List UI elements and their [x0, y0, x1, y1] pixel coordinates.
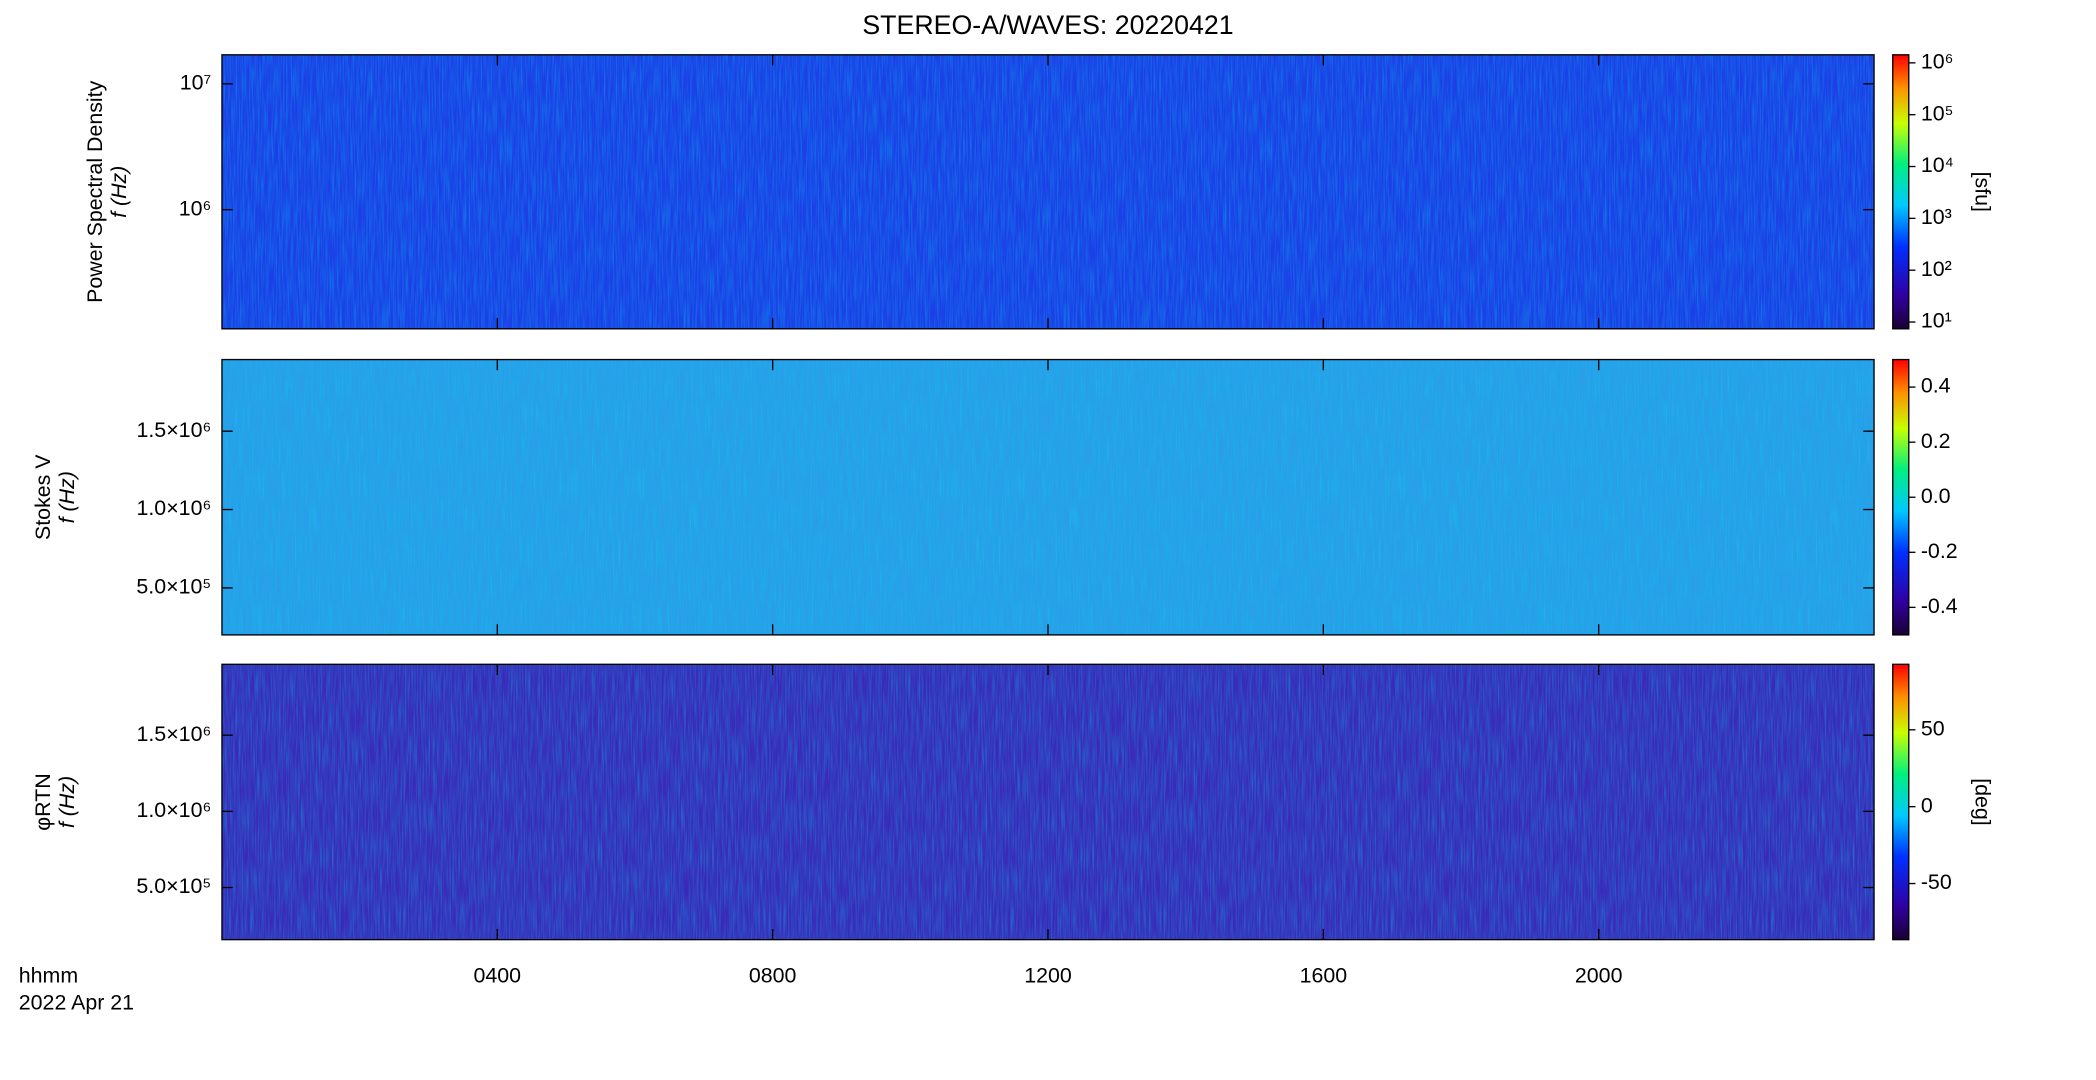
colorbar-tick-label: 10³: [1921, 205, 1952, 229]
colorbar-tick-label: -50: [1921, 870, 1952, 894]
spectrogram-texture: [221, 54, 1875, 329]
colorbar-tick-label: 0.4: [1921, 374, 1951, 398]
y-tick-label: 5.0×10⁵: [136, 874, 211, 898]
colorbar-tick-label: 10⁴: [1921, 153, 1954, 177]
x-axis-label: hhmm: [19, 964, 78, 988]
x-tick-label: 1600: [1300, 964, 1348, 988]
colorbar-tick-label: 0.0: [1921, 484, 1951, 508]
x-tick-label: 0800: [749, 964, 797, 988]
y-tick-label: 10⁷: [180, 70, 212, 94]
colorbar: [1892, 54, 1910, 330]
y-axis-label: f (Hz): [55, 471, 79, 523]
colorbar: [1892, 663, 1910, 941]
y-tick-label: 1.0×10⁶: [136, 496, 211, 520]
x-tick-label: 1200: [1024, 964, 1072, 988]
spectrogram-texture: [221, 359, 1875, 635]
y-tick-label: 5.0×10⁵: [136, 575, 211, 599]
colorbar-tick-label: 0: [1921, 793, 1933, 817]
x-tick-label: 2000: [1575, 964, 1623, 988]
y-axis-label: φRTN: [31, 773, 55, 830]
colorbar: [1892, 358, 1910, 636]
colorbar-tick-label: 10⁵: [1921, 101, 1954, 125]
colorbar-tick-label: 50: [1921, 716, 1945, 740]
colorbar-tick-label: 10¹: [1921, 309, 1952, 333]
colorbar-tick-label: 10²: [1921, 257, 1952, 281]
colorbar-tick-label: -0.2: [1921, 539, 1958, 563]
x-tick-label: 0400: [474, 964, 522, 988]
colorbar-tick-label: -0.4: [1921, 594, 1958, 618]
colorbar-tick-label: 10⁶: [1921, 49, 1954, 73]
colorbar-label: [deg]: [1970, 778, 1994, 826]
colorbar-label: [sfu]: [1970, 172, 1994, 212]
y-tick-label: 10⁶: [179, 196, 212, 220]
y-axis-label: f (Hz): [55, 776, 79, 828]
y-axis-label: Power Spectral Density: [83, 80, 107, 302]
x-axis-label: 2022 Apr 21: [19, 990, 134, 1014]
y-tick-label: 1.5×10⁶: [136, 722, 211, 746]
y-tick-label: 1.0×10⁶: [136, 798, 211, 822]
chart-title: STEREO-A/WAVES: 20220421: [862, 10, 1233, 40]
y-tick-label: 1.5×10⁶: [136, 418, 211, 442]
spectrogram-texture: [221, 664, 1875, 940]
y-axis-label: f (Hz): [107, 166, 131, 218]
colorbar-tick-label: 0.2: [1921, 429, 1951, 453]
y-axis-label: Stokes V: [31, 454, 55, 540]
